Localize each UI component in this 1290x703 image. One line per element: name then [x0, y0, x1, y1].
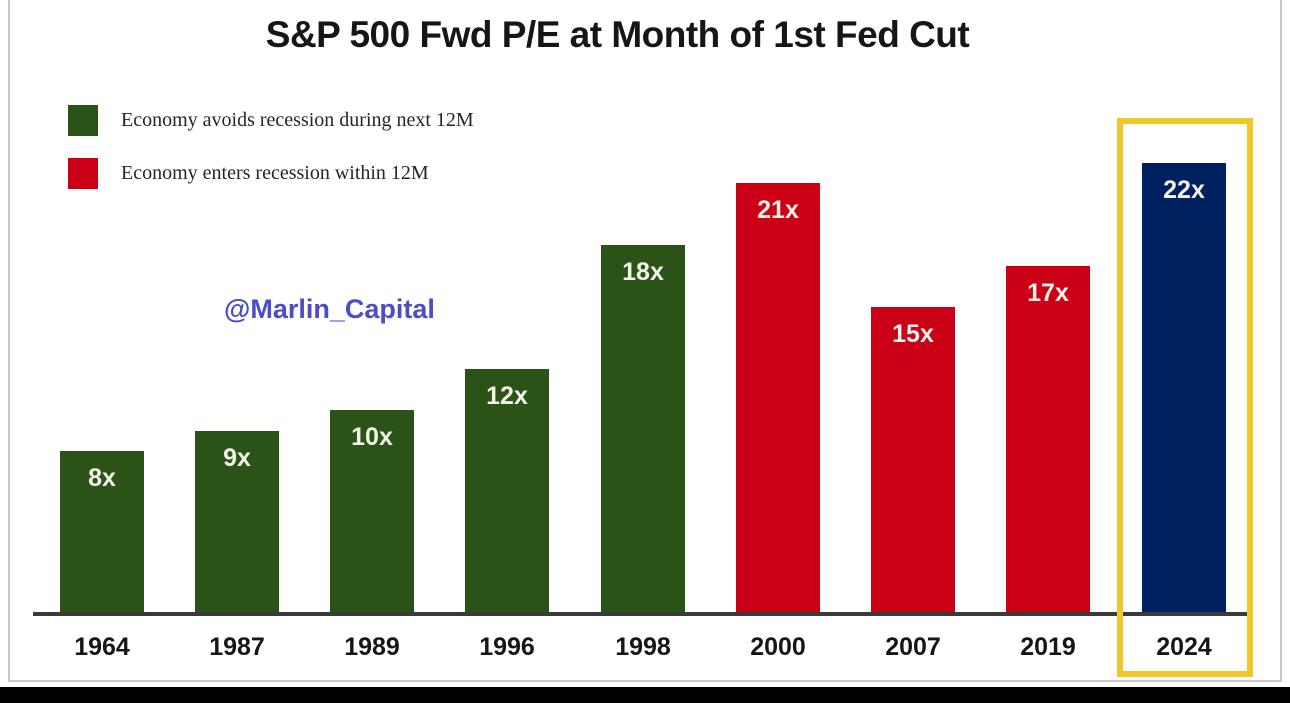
legend-swatch-red [68, 157, 98, 189]
watermark-handle: @Marlin_Capital [224, 294, 435, 324]
bar-value-label-1987: 9x [223, 444, 251, 472]
x-tick-label-1987: 1987 [209, 633, 265, 661]
bar-1987: 9x [195, 431, 279, 616]
bar-1964: 8x [60, 451, 144, 616]
x-tick-label-2007: 2007 [885, 633, 941, 661]
x-tick-label-2000: 2000 [750, 633, 806, 661]
x-tick-label-2019: 2019 [1020, 633, 1076, 661]
x-tick-label-1998: 1998 [615, 633, 671, 661]
chart-title: S&P 500 Fwd P/E at Month of 1st Fed Cut [265, 14, 970, 55]
bottom-black-strip [0, 687, 1290, 703]
bar-1996: 12x [465, 369, 549, 616]
legend-label-avoids-recession: Economy avoids recession during next 12M [121, 108, 474, 131]
x-tick-label-2024: 2024 [1156, 633, 1212, 661]
legend-swatch-green [68, 104, 98, 136]
x-axis-line [33, 612, 1253, 616]
bar-value-label-1996: 12x [486, 382, 528, 410]
bar-value-label-2007: 15x [892, 320, 934, 348]
bar-2000: 21x [736, 183, 820, 616]
legend-label-enters-recession: Economy enters recession within 12M [121, 161, 429, 184]
bar-value-label-2019: 17x [1027, 279, 1069, 307]
x-tick-label-1964: 1964 [74, 633, 130, 661]
bar-2024: 22x [1142, 163, 1226, 616]
bar-value-label-2000: 21x [757, 196, 799, 224]
legend-item-avoids-recession: Economy avoids recession during next 12M [68, 104, 474, 136]
bar-1998: 18x [601, 245, 685, 616]
highlight-box-2024 [1117, 118, 1253, 677]
legend-item-enters-recession: Economy enters recession within 12M [68, 157, 474, 189]
bar-2019: 17x [1006, 266, 1090, 616]
bar-value-label-2024: 22x [1163, 176, 1205, 204]
bar-value-label-1998: 18x [622, 258, 664, 286]
bar-1989: 10x [330, 410, 414, 616]
x-tick-label-1989: 1989 [344, 633, 400, 661]
chart-legend: Economy avoids recession during next 12M… [68, 104, 474, 210]
bar-value-label-1989: 10x [351, 423, 393, 451]
bar-2007: 15x [871, 307, 955, 616]
x-tick-label-1996: 1996 [479, 633, 535, 661]
bar-value-label-1964: 8x [88, 464, 116, 492]
